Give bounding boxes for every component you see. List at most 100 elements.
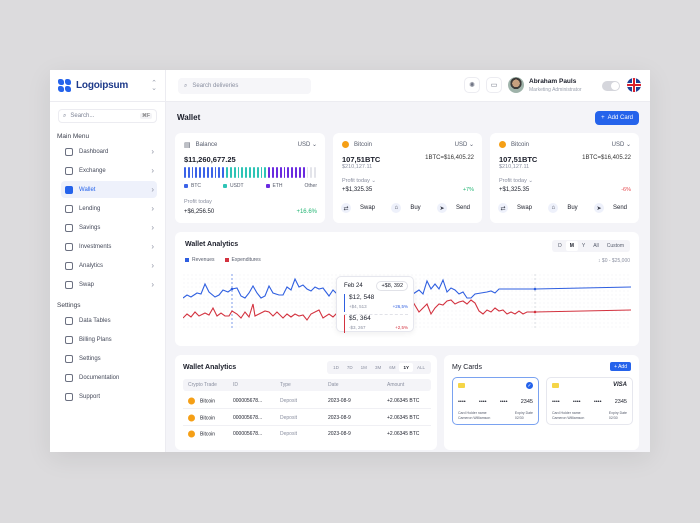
exchange-icon	[65, 166, 73, 175]
sidebar-item-label: Exchange	[79, 167, 106, 174]
swap-button[interactable]: ⇄ Swap	[494, 203, 540, 213]
sidebar-item-label: Investments	[79, 243, 112, 250]
shortcut-badge: ⌘F	[139, 113, 152, 119]
range-tab-all[interactable]: All	[593, 243, 599, 249]
range-tab-d[interactable]: D	[558, 243, 562, 249]
currency-select[interactable]: USD ⌄	[611, 142, 631, 148]
my-cards-panel: My Cards + Add ✓ •••• •••• •••• 2345 Card H…	[444, 355, 639, 450]
profit-dropdown[interactable]: Profit today ⌄	[342, 178, 376, 184]
bag-icon: ⌂	[548, 203, 559, 213]
sidebar-item-label: Support	[79, 393, 101, 400]
currency-select[interactable]: USD ⌄	[297, 142, 317, 148]
avatar[interactable]	[508, 77, 524, 93]
send-button[interactable]: ➤ Send	[590, 203, 635, 213]
sidebar-item-wallet[interactable]: Wallet ›	[61, 181, 157, 198]
billing-icon	[65, 335, 73, 344]
range-tab[interactable]: 1Y	[399, 363, 413, 372]
chart-range-tabs: D M Y All Custom	[552, 240, 630, 252]
sidebar-item-dashboard[interactable]: Dashboard ›	[61, 143, 157, 160]
range-tab[interactable]: ALL	[416, 365, 425, 370]
add-card-small-button[interactable]: + Add	[610, 362, 631, 371]
chevron-right-icon: ›	[151, 204, 154, 213]
chevron-right-icon: ›	[151, 185, 154, 194]
notifications-button[interactable]: ✺	[464, 77, 480, 93]
lending-icon	[65, 204, 73, 213]
sidebar-item-investments[interactable]: Investments ›	[61, 238, 157, 255]
swap-icon: ⇄	[341, 203, 351, 213]
sidebar-item-documentation[interactable]: Documentation	[61, 369, 157, 386]
payment-card[interactable]: VISA •••• •••• •••• 2345 Card Holder name Ca…	[546, 377, 633, 425]
panel-title: My Cards	[452, 364, 482, 371]
global-search-input[interactable]: ⌕ Search deliveries	[178, 78, 311, 94]
page-title: Wallet	[177, 113, 201, 122]
bitcoin-icon	[188, 397, 195, 404]
sidebar-item-data-tables[interactable]: Data Tables	[61, 312, 157, 329]
sidebar-item-savings[interactable]: Savings ›	[61, 219, 157, 236]
bitcoin-icon	[188, 414, 195, 421]
brand-logo[interactable]: Logoipsum ⌃ ⌄	[50, 70, 165, 102]
chevron-right-icon: ›	[151, 223, 154, 232]
messages-button[interactable]: ▭	[486, 77, 502, 93]
range-tab[interactable]: 6M	[389, 365, 396, 370]
buy-button[interactable]: ⌂ Buy	[387, 203, 428, 213]
chevron-right-icon: ›	[151, 242, 154, 251]
brand-name: Logoipsum	[76, 80, 129, 91]
sidebar-item-exchange[interactable]: Exchange ›	[61, 162, 157, 179]
coin-amount: 107,51BTC	[342, 155, 381, 164]
allocation-bar	[184, 167, 316, 178]
sidebar-item-label: Documentation	[79, 374, 120, 381]
range-tab[interactable]: 1M	[360, 365, 367, 370]
table-row[interactable]: Bitcoin 000005678... Deposit 2023-08-9 +…	[183, 410, 431, 426]
range-tab-custom[interactable]: Custom	[606, 243, 624, 249]
coin-rate: 1BTC=$16,405.22	[425, 155, 474, 161]
currency-select[interactable]: USD ⌄	[454, 142, 474, 148]
visa-logo: VISA	[612, 382, 627, 388]
sidebar-item-swap[interactable]: Swap ›	[61, 276, 157, 293]
table-row[interactable]: Bitcoin 000005678... Deposit 2023-08-9 +…	[183, 426, 431, 442]
chevron-right-icon: ›	[151, 147, 154, 156]
workspace-switch-icon[interactable]: ⌃ ⌄	[151, 79, 157, 92]
sidebar-item-label: Analytics	[79, 262, 104, 269]
chart-title: Wallet Analytics	[185, 241, 239, 248]
sidebar-item-billing-plans[interactable]: Billing Plans	[61, 331, 157, 348]
sidebar-item-label: Data Tables	[79, 317, 111, 324]
language-flag-icon[interactable]	[627, 78, 641, 92]
allocation-legend: BTC USDT ETH Other	[184, 183, 317, 189]
sidebar-search-input[interactable]: ⌕ Search... ⌘F	[58, 109, 157, 123]
message-icon: ▭	[490, 82, 498, 89]
profit-pct: -6%	[621, 187, 631, 193]
logo-icon	[58, 79, 71, 92]
table-title: Wallet Analytics	[183, 364, 237, 371]
table-row[interactable]: Bitcoin 000005678... Deposit 2023-08-9 +…	[183, 393, 431, 409]
send-button[interactable]: ➤ Send	[433, 203, 478, 213]
analytics-icon	[65, 261, 73, 270]
range-tab-y[interactable]: Y	[581, 243, 586, 249]
theme-toggle[interactable]	[602, 81, 620, 91]
search-icon: ⌕	[184, 82, 188, 89]
sidebar-item-support[interactable]: Support	[61, 388, 157, 405]
sidebar-item-label: Savings	[79, 224, 101, 231]
sidebar-item-label: Dashboard	[79, 148, 109, 155]
payment-card[interactable]: ✓ •••• •••• •••• 2345 Card Holder name Camer…	[452, 377, 539, 425]
swap-button[interactable]: ⇄ Swap	[337, 203, 383, 213]
add-card-button[interactable]: + Add Card	[595, 111, 639, 125]
range-tab[interactable]: 1D	[333, 365, 339, 370]
range-tab[interactable]: 7D	[346, 365, 353, 370]
table-icon	[65, 316, 73, 325]
range-tab[interactable]: 3M	[374, 365, 382, 370]
topbar: ⌕ Search deliveries ✺ ▭ Abraham Pauls Ma…	[166, 70, 650, 102]
chevron-right-icon: ›	[151, 166, 154, 175]
document-icon	[65, 373, 73, 382]
sidebar-item-lending[interactable]: Lending ›	[61, 200, 157, 217]
settings-heading: Settings	[57, 302, 81, 309]
buy-button[interactable]: ⌂ Buy	[544, 203, 585, 213]
tooltip-revenue: $12, 548 +$4, 513 +26,5%	[344, 294, 408, 312]
sidebar-item-label: Billing Plans	[79, 336, 112, 343]
user-role: Marketing Administrator	[529, 87, 582, 93]
sidebar-item-settings[interactable]: Settings	[61, 350, 157, 367]
balance-amount: $11,260,677.25	[184, 155, 236, 164]
tooltip-total: +$8, 392	[376, 281, 408, 291]
profit-dropdown[interactable]: Profit today ⌄	[499, 178, 533, 184]
range-tab-m[interactable]: M	[565, 241, 578, 251]
sidebar-item-analytics[interactable]: Analytics ›	[61, 257, 157, 274]
